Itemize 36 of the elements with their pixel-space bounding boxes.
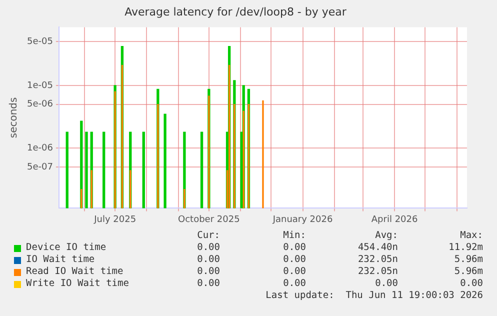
x-tick-label: January 2026 <box>272 214 333 225</box>
text: 454.40n <box>358 242 398 253</box>
text: 0.00 <box>283 254 306 265</box>
y-tick-label: 5e-07 <box>26 162 53 172</box>
legend-label: Write IO Wait time <box>26 278 129 289</box>
y-tick-label: 1e-06 <box>26 143 54 154</box>
text: 5.96m <box>454 266 483 277</box>
text: 0.00 <box>283 266 306 277</box>
text: 0.00 <box>283 242 306 253</box>
text: 0.00 <box>460 278 483 289</box>
text: 0.00 <box>197 242 220 253</box>
text: 232.05n <box>358 266 398 277</box>
text: 0.00 <box>197 254 220 265</box>
y-tick-label: 5e-05 <box>26 36 53 47</box>
x-tick-label: October 2025 <box>178 214 240 225</box>
x-tick-label: July 2025 <box>93 214 136 225</box>
text: 0.00 <box>375 278 398 289</box>
x-tick-label: April 2026 <box>371 214 418 225</box>
text: 0.00 <box>283 278 306 289</box>
legend-label: Read IO Wait time <box>26 266 124 277</box>
text: Cur: <box>197 230 220 241</box>
text: Max: <box>460 230 483 241</box>
text: Min: <box>283 230 306 241</box>
y-tick-label: 5e-06 <box>26 100 54 110</box>
text: 5.96m <box>454 254 483 265</box>
chart-title: Average latency for /dev/loop8 - by year <box>124 5 347 18</box>
legend-label: IO Wait time <box>26 254 95 265</box>
y-axis-title: seconds <box>8 97 20 138</box>
text: 11.92m <box>448 242 483 253</box>
y-tick-label: 1e-05 <box>26 80 53 91</box>
text: 0.00 <box>197 278 220 289</box>
text: 232.05n <box>358 254 398 265</box>
legend-label: Device IO time <box>26 242 106 253</box>
text: Last update: Thu Jun 11 19:00:03 2026 <box>266 290 483 301</box>
text: 0.00 <box>197 266 220 277</box>
text: Avg: <box>375 230 398 241</box>
